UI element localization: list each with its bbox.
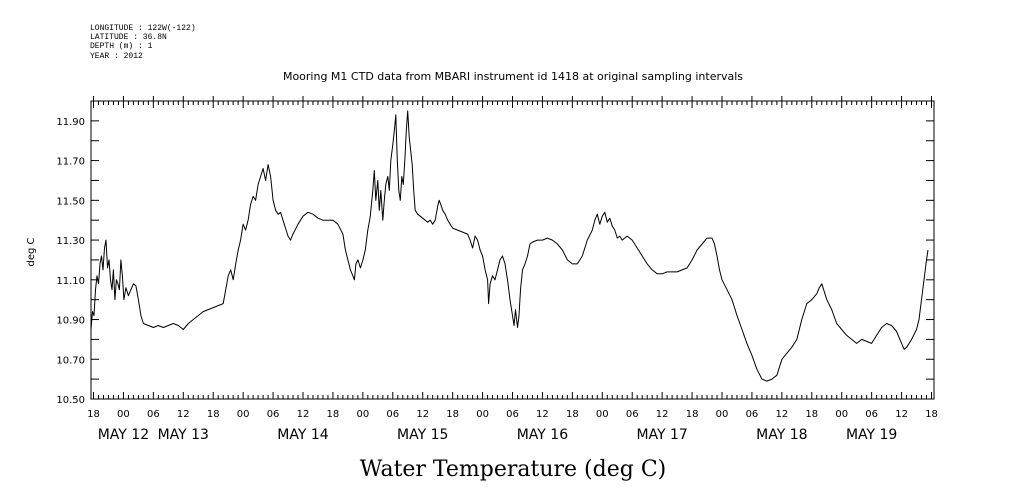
x-hour-label: 12	[297, 409, 310, 420]
x-date-label: MAY 17	[636, 427, 687, 443]
x-hour-label: 00	[117, 409, 130, 420]
x-hour-label: 12	[656, 409, 669, 420]
x-axis-label: Water Temperature (deg C)	[360, 457, 667, 482]
x-hour-label: 18	[327, 409, 340, 420]
x-hour-label: 12	[177, 409, 190, 420]
y-tick-label: 10.50	[56, 395, 85, 406]
x-hour-label: 18	[446, 409, 459, 420]
x-date-label: MAY 13	[158, 427, 209, 443]
x-hour-label: 06	[386, 409, 399, 420]
depth-text: DEPTH (m) : 1	[90, 42, 153, 51]
x-hour-label: 12	[895, 409, 908, 420]
x-hour-label: 06	[746, 409, 759, 420]
x-hour-label: 18	[207, 409, 220, 420]
y-tick-label: 11.10	[56, 276, 85, 287]
y-tick-label: 10.70	[56, 355, 85, 366]
x-hour-label: 00	[835, 409, 848, 420]
y-tick-label: 11.70	[56, 157, 85, 168]
x-date-label: MAY 15	[397, 427, 448, 443]
y-axis-label: deg C	[26, 237, 37, 266]
x-hour-label: 00	[596, 409, 609, 420]
y-tick-label: 10.90	[56, 316, 85, 327]
x-hour-label: 06	[626, 409, 639, 420]
x-hour-label: 12	[775, 409, 788, 420]
longitude-text: LONGITUDE : 122W(-122)	[90, 24, 196, 33]
x-hour-label: 00	[356, 409, 369, 420]
chart-title: Mooring M1 CTD data from MBARI instrumen…	[283, 70, 743, 83]
series-layer	[90, 110, 929, 382]
x-hour-label: 06	[267, 409, 280, 420]
x-hour-label: 18	[925, 409, 938, 420]
x-hour-label: 12	[416, 409, 429, 420]
x-hour-label: 18	[805, 409, 818, 420]
x-hour-label: 06	[147, 409, 160, 420]
x-date-label: MAY 12	[98, 427, 149, 443]
x-hour-label: 18	[87, 409, 100, 420]
x-hour-label: 18	[566, 409, 579, 420]
y-tick-label: 11.30	[56, 236, 85, 247]
x-hour-label: 00	[237, 409, 250, 420]
labels-layer: 10.50 10.70 10.90 11.10 11.30 11.50 11.70 11.90…	[56, 117, 938, 443]
x-date-label: MAY 19	[846, 427, 897, 443]
y-tick-label: 11.90	[56, 117, 85, 128]
x-date-label: MAY 18	[756, 427, 807, 443]
temperature-series-line	[90, 110, 929, 382]
x-date-label: MAY 16	[517, 427, 568, 443]
latitude-text: LATITUDE : 36.8N	[90, 33, 167, 42]
x-hour-label: 06	[865, 409, 878, 420]
y-tick-label: 11.50	[56, 196, 85, 207]
x-hour-label: 00	[476, 409, 489, 420]
x-hour-label: 18	[686, 409, 699, 420]
x-date-label: MAY 14	[277, 427, 328, 443]
year-text: YEAR : 2012	[90, 52, 143, 61]
ticks-layer	[91, 96, 934, 400]
x-hour-label: 06	[506, 409, 519, 420]
x-hour-label: 12	[536, 409, 549, 420]
x-hour-label: 00	[716, 409, 729, 420]
plot-frame	[90, 100, 935, 400]
